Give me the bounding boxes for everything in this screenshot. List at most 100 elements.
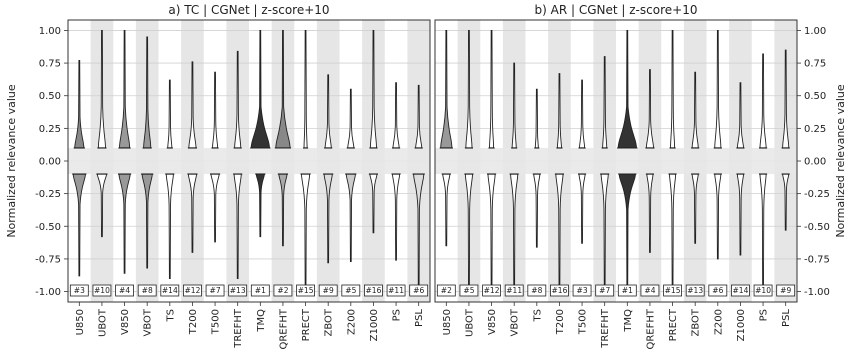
x-tick-label: T200 [555,309,566,335]
y-axis-label: Normalized relevance value [5,84,18,238]
rank-label: #8 [142,286,153,295]
violin-negative [782,173,790,231]
y-tick-label: 0.75 [39,59,61,70]
rank-label: #11 [506,286,522,295]
y-tick-label: 0.50 [39,91,61,102]
violin-negative [369,173,378,234]
rank-label: #9 [323,286,334,295]
y-tick-label: -1.00 [35,287,61,298]
x-tick-label: TMQ [623,309,634,333]
violin-positive [143,36,152,149]
rank-box [115,284,134,297]
rank-label: #4 [119,286,130,295]
rank-box [572,284,592,297]
violin-positive [167,79,173,149]
violin-negative [118,173,131,274]
y-tick-label: -1.00 [804,287,830,298]
rank-label: #15 [298,286,314,295]
rank-box [386,284,406,297]
y-axis-label: Normalized relevance value [834,84,847,238]
rank-box [731,284,750,297]
violin-negative [96,173,107,238]
x-tick-label: VBOT [510,308,521,336]
violin-negative [233,173,242,279]
rank-label: #10 [94,286,110,295]
chart-title: a) TC | CGNet | z-score+10 [168,3,329,17]
x-tick-label: Z200 [346,309,357,335]
violin-negative [691,173,699,244]
x-tick-label: T500 [211,309,222,335]
rank-label: #16 [366,286,382,295]
violin-positive [602,56,608,149]
violin-negative [165,173,174,279]
violin-positive [250,29,270,149]
violin-negative [533,173,541,248]
violin-positive [645,69,654,149]
rank-box [685,284,705,297]
y-tick-label: -0.25 [35,189,61,200]
rank-box [160,284,180,297]
violin-negative [323,173,333,264]
violin-positive [617,29,637,149]
zero-band [68,147,430,175]
violin-positive [556,73,562,149]
panel-a: #3 U850 #10 UBOT #4 V850 #8 VBOT #14 TS #12 T200 #7 T… [5,3,431,350]
y-tick-label: 1.00 [39,26,61,37]
violin-positive [234,50,242,149]
y-tick-label: 0.25 [804,124,826,135]
x-tick-label: QREFHT [278,308,289,349]
rank-label: #13 [687,286,703,295]
rank-box [663,284,682,297]
y-tick-label: -0.50 [35,222,61,233]
violin-negative [255,173,265,238]
rank-box [504,284,524,297]
violin-positive [324,74,332,149]
rank-label: #16 [552,286,568,295]
violin-positive [369,29,377,149]
rank-label: #12 [185,286,201,295]
x-tick-label: TS [165,309,176,322]
x-tick-label: PSL [781,309,792,327]
rank-box [296,284,315,297]
x-tick-label: PRECT [301,308,312,341]
x-tick-label: ZBOT [324,308,335,336]
rank-label: #10 [755,286,771,295]
violin-positive [736,82,744,149]
rank-label: #5 [345,286,356,295]
x-tick-label: TMQ [256,309,267,333]
violin-positive [714,29,722,149]
violin-negative [278,173,288,247]
y-tick-label: 1.00 [804,26,826,37]
rank-label: #9 [780,286,791,295]
violin-negative [646,173,654,253]
x-tick-label: Z1000 [369,309,380,341]
violin-negative [141,173,153,269]
x-tick-label: PS [392,309,403,321]
rank-box [753,284,773,297]
rank-box [273,284,293,297]
x-tick-label: U850 [442,309,453,335]
violin-positive [97,29,106,149]
rank-box [640,284,660,297]
chart-title: b) AR | CGNet | z-score+10 [535,3,698,17]
violin-positive [212,71,219,149]
rank-label: #2 [441,286,452,295]
rank-box [527,284,547,297]
rank-label: #14 [162,286,178,295]
violin-positive [579,79,586,149]
violin-positive [511,62,517,149]
violin-positive [275,29,291,149]
rank-label: #1 [622,286,633,295]
violin-positive [415,84,423,149]
x-tick-label: QREFHT [645,308,656,349]
violin-positive [440,29,453,149]
rank-box [364,284,383,297]
zero-band [435,147,797,175]
rank-label: #2 [277,286,288,295]
violin-negative [669,173,677,293]
rank-label: #3 [74,286,85,295]
violin-positive [489,29,495,149]
x-tick-label: TREFHT [600,308,611,349]
y-tick-label: -0.75 [35,254,61,265]
